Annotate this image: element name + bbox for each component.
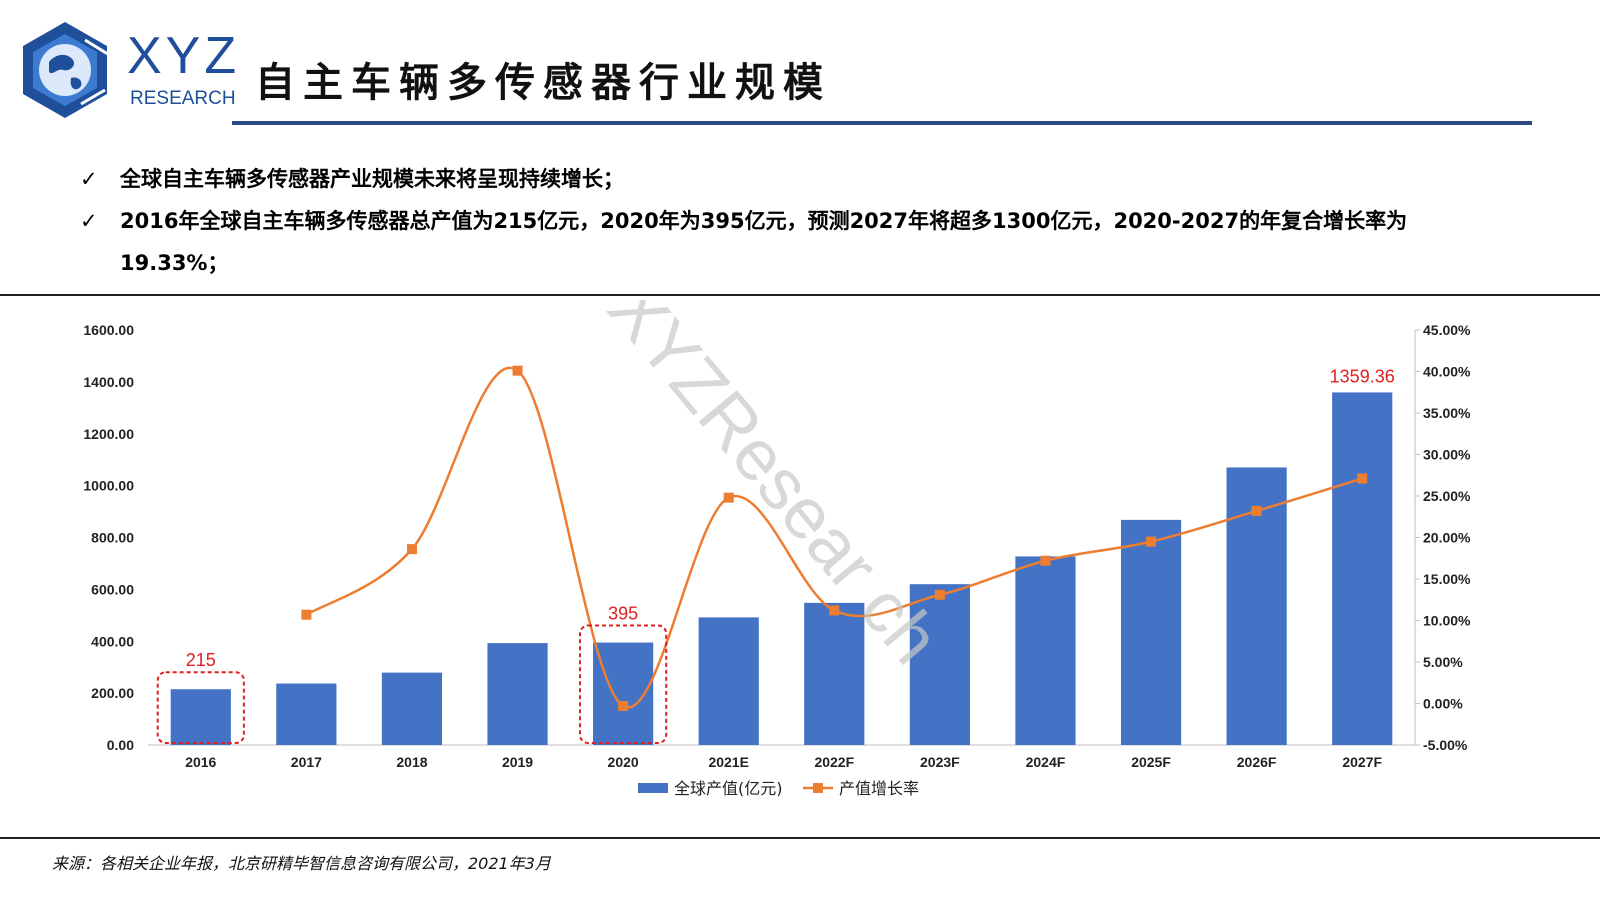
x-tick-label: 2024F [1026, 754, 1066, 770]
right-tick-label: 45.00% [1423, 322, 1471, 338]
hexagon-globe-icon [23, 22, 112, 118]
left-tick-label: 1000.00 [83, 478, 134, 494]
logo-text: XYZ [127, 27, 241, 85]
bullet-item: ✓ 2016年全球自主车辆多传感器总产值为215亿元，2020年为395亿元，预… [80, 200, 1510, 284]
x-tick-label: 2022F [814, 754, 854, 770]
left-tick-label: 1400.00 [83, 374, 134, 390]
left-tick-label: 0.00 [107, 737, 134, 753]
data-label: 1359.36 [1330, 366, 1395, 386]
bar [1332, 392, 1393, 745]
x-tick-label: 2017 [291, 754, 322, 770]
watermark-text: XYZResear ch [593, 300, 955, 679]
title-underline [232, 121, 1532, 125]
left-tick-label: 1600.00 [83, 322, 134, 338]
logo-subtext: RESEARCH [130, 88, 236, 109]
growth-rate-marker [1146, 536, 1157, 547]
x-tick-label: 2023F [920, 754, 960, 770]
left-tick-label: 600.00 [91, 581, 134, 597]
check-icon: ✓ [80, 209, 98, 233]
bar [804, 602, 865, 745]
right-tick-label: 40.00% [1423, 364, 1471, 380]
right-tick-label: 35.00% [1423, 405, 1471, 421]
legend-line-marker [813, 783, 823, 793]
bullet-list: ✓ 全球自主车辆多传感器产业规模未来将呈现持续增长； ✓ 2016年全球自主车辆… [80, 158, 1510, 284]
data-label: 215 [186, 650, 216, 670]
right-tick-label: 25.00% [1423, 488, 1471, 504]
bar [1015, 556, 1076, 745]
x-tick-label: 2020 [608, 754, 639, 770]
x-tick-label: 2016 [185, 754, 216, 770]
x-tick-label: 2027F [1342, 754, 1382, 770]
right-tick-label: 10.00% [1423, 613, 1471, 629]
check-icon: ✓ [80, 167, 98, 191]
x-tick-label: 2019 [502, 754, 533, 770]
highlight-box [579, 624, 668, 744]
right-tick-label: 0.00% [1423, 696, 1463, 712]
x-tick-label: 2021E [708, 754, 748, 770]
bullet-text: 全球自主车辆多传感器产业规模未来将呈现持续增长； [120, 167, 624, 191]
company-logo: XYZ RESEARCH [15, 20, 236, 120]
left-tick-label: 400.00 [91, 633, 134, 649]
right-tick-label: 30.00% [1423, 447, 1471, 463]
left-tick-label: 1200.00 [83, 426, 134, 442]
growth-rate-marker [1357, 473, 1368, 484]
x-tick-label: 2025F [1131, 754, 1171, 770]
right-tick-label: 5.00% [1423, 654, 1463, 670]
highlight-box [156, 671, 245, 744]
growth-rate-marker [1251, 505, 1262, 516]
x-tick-label: 2018 [396, 754, 427, 770]
source-note: 来源：各相关企业年报，北京研精毕智信息咨询有限公司，2021年3月 [52, 854, 551, 873]
growth-rate-marker [934, 589, 945, 600]
growth-rate-marker [723, 492, 734, 503]
legend-label: 全球产值(亿元) [674, 779, 783, 798]
right-tick-label: 15.00% [1423, 571, 1471, 587]
bullet-item: ✓ 全球自主车辆多传感器产业规模未来将呈现持续增长； [80, 158, 1510, 200]
page-title: 自主车辆多传感器行业规模 [255, 60, 831, 106]
bar [170, 689, 231, 745]
growth-rate-marker [301, 609, 312, 620]
section-divider-top [0, 294, 1600, 296]
production-growth-chart: 0.00 200.00 400.00 600.00 800.00 1000.00 1200.… [83, 300, 1471, 798]
growth-rate-marker [618, 700, 629, 711]
legend-bar-swatch [638, 783, 668, 793]
right-tick-label: 20.00% [1423, 530, 1471, 546]
bar [487, 643, 548, 745]
left-tick-label: 200.00 [91, 685, 134, 701]
legend-label: 产值增长率 [839, 779, 919, 798]
right-tick-label: -5.00% [1423, 737, 1468, 753]
bar [1120, 519, 1182, 745]
bar [698, 617, 759, 745]
section-divider-bottom [0, 837, 1600, 839]
growth-rate-marker [1040, 555, 1051, 566]
data-label: 395 [608, 604, 638, 624]
bar [276, 683, 337, 745]
growth-rate-marker [829, 605, 840, 616]
growth-rate-marker [406, 544, 417, 555]
bullet-text: 2016年全球自主车辆多传感器总产值为215亿元，2020年为395亿元，预测2… [120, 209, 1408, 275]
left-tick-label: 800.00 [91, 530, 134, 546]
bar [909, 584, 970, 745]
growth-rate-marker [512, 365, 523, 376]
x-tick-label: 2026F [1237, 754, 1277, 770]
bar [381, 672, 443, 745]
